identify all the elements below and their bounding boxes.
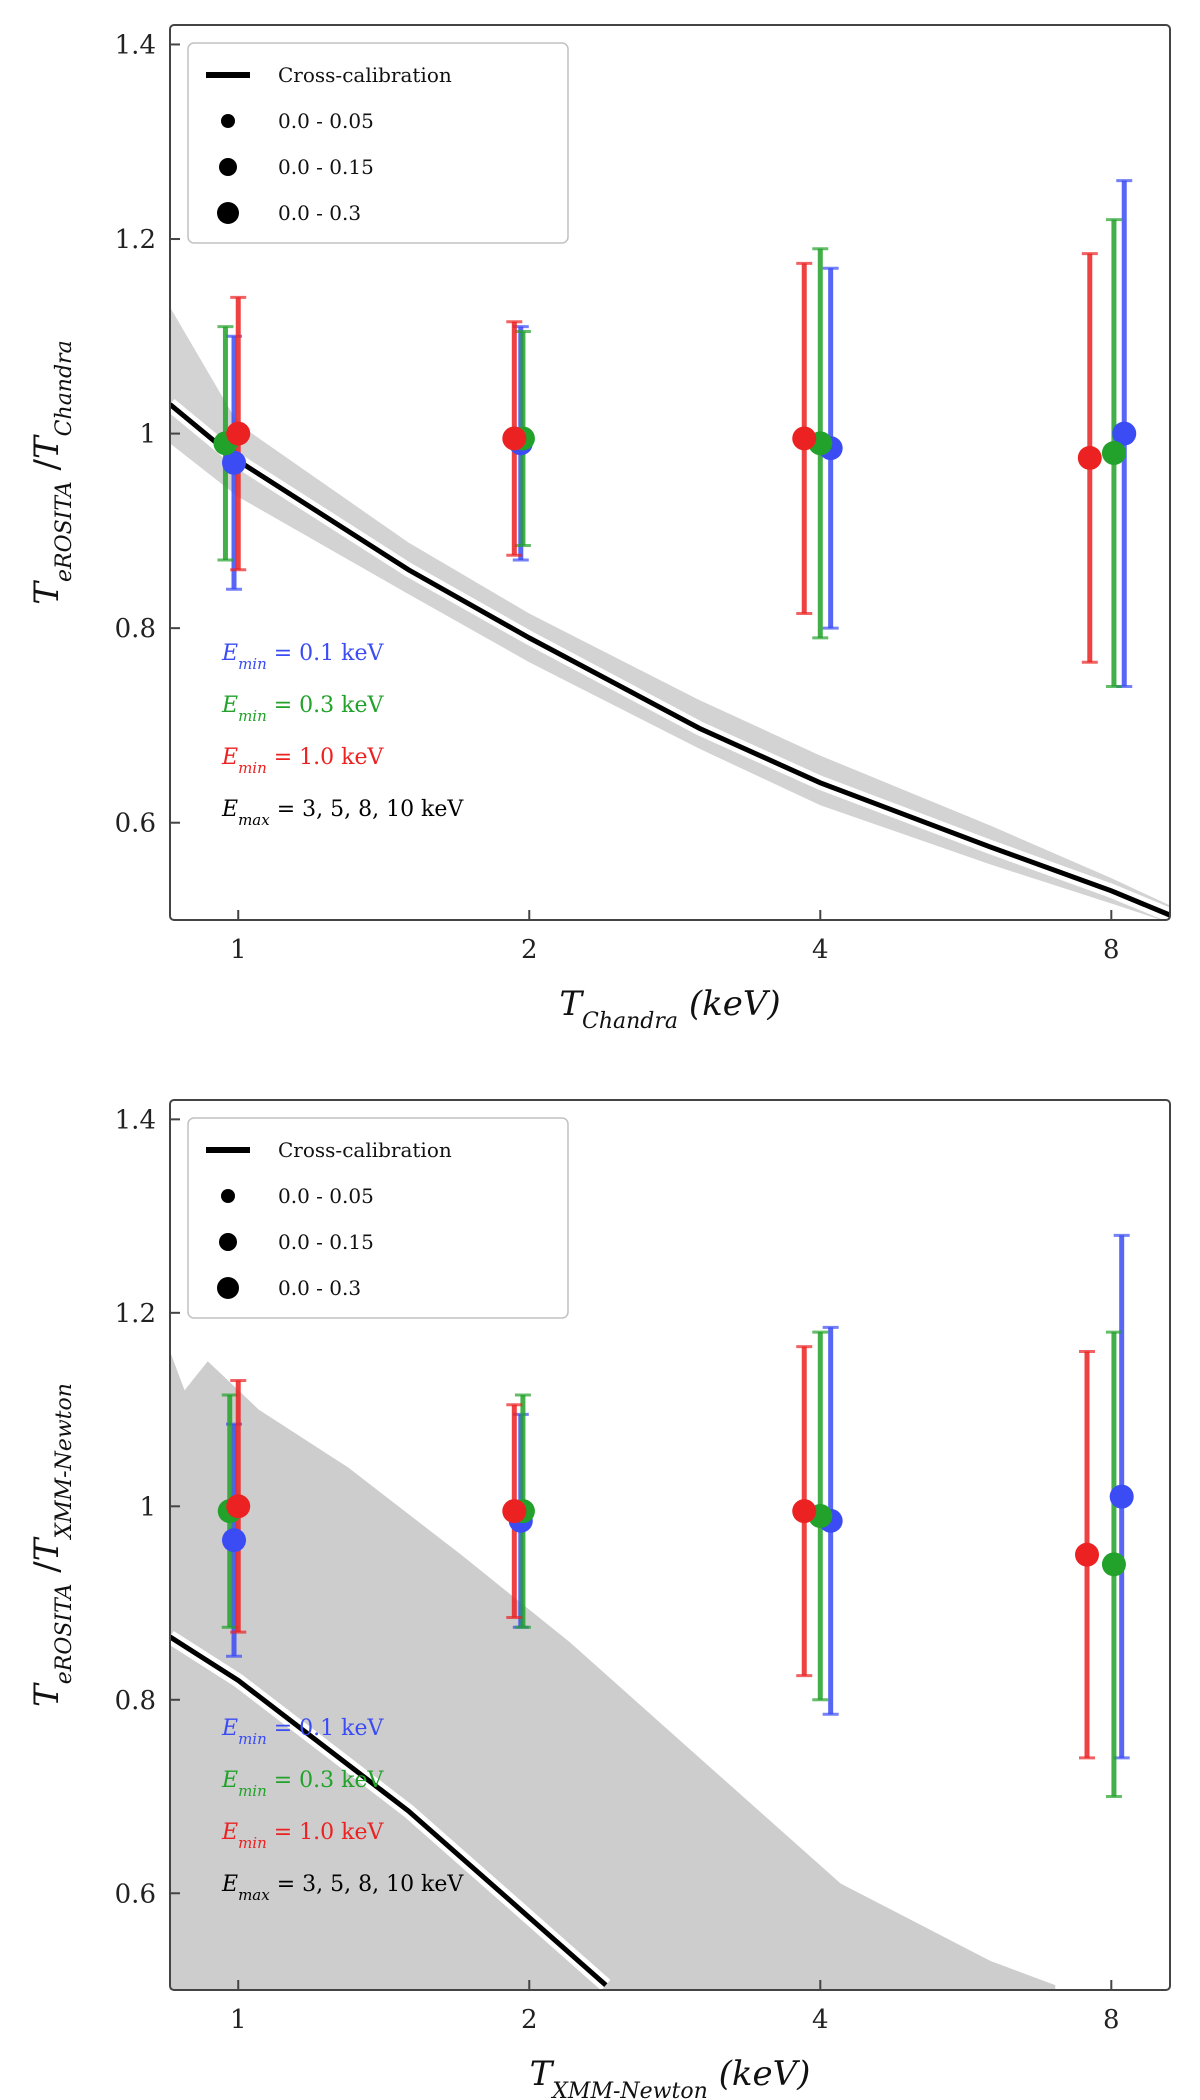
y-tick-label: 1 bbox=[139, 420, 156, 450]
y-tick-label: 1.2 bbox=[115, 225, 156, 255]
data-point-blue-4 bbox=[1109, 1484, 1134, 1509]
y-tick-label: 0.6 bbox=[115, 1879, 156, 1909]
data-point-red-3 bbox=[792, 1499, 817, 1524]
uncertainty-band bbox=[170, 1351, 1056, 1990]
data-point-red-4 bbox=[1075, 1542, 1100, 1567]
legend-entry-label: 0.0 - 0.05 bbox=[278, 109, 374, 133]
x-tick-label: 4 bbox=[812, 935, 829, 965]
legend-dot-swatch bbox=[219, 1233, 237, 1251]
x-tick-label: 8 bbox=[1103, 935, 1120, 965]
legend-entry-label: 0.0 - 0.05 bbox=[278, 1184, 374, 1208]
annotations: Emin = 0.1 keV Emin = 0.3 keV Emin = 1.0 k… bbox=[221, 1716, 464, 1904]
y-axis-label: TeROSITA /TXMM-Newton bbox=[27, 1383, 77, 1707]
data-point-green-4 bbox=[1101, 441, 1126, 466]
x-axis-label: TXMM-Newton (keV) bbox=[530, 2054, 811, 2100]
legend-box bbox=[187, 42, 569, 244]
data-point-red-4 bbox=[1077, 445, 1102, 470]
legend-dot-swatch bbox=[221, 1189, 235, 1203]
x-tick-label: 2 bbox=[521, 935, 538, 965]
axes-frame bbox=[169, 24, 1171, 921]
data-point-red-2 bbox=[502, 426, 527, 451]
legend-dot-swatch bbox=[221, 114, 235, 128]
data-point-green-4 bbox=[1101, 1552, 1126, 1577]
x-tick-label: 2 bbox=[521, 2005, 538, 2035]
y-tick-label: 1.4 bbox=[115, 1105, 156, 1135]
legend-dot-swatch bbox=[217, 202, 239, 224]
x-tick-label: 1 bbox=[230, 935, 247, 965]
legend-dot-swatch bbox=[217, 1277, 239, 1299]
plot-area bbox=[170, 179, 1170, 920]
legend: Cross-calibration 0.0 - 0.05 0.0 - 0.15 0.0… bbox=[187, 42, 569, 244]
annotation-blue: Emin = 0.1 keV bbox=[221, 641, 385, 673]
data-point-red-1 bbox=[226, 1494, 251, 1519]
plot-area bbox=[170, 1233, 1134, 1990]
annotation-black: Emax = 3, 5, 8, 10 keV bbox=[221, 1872, 464, 1904]
cross-calibration-line bbox=[170, 402, 1170, 918]
legend: Cross-calibration 0.0 - 0.05 0.0 - 0.15 0.0… bbox=[187, 1117, 569, 1319]
legend-box bbox=[187, 1117, 569, 1319]
data-point-blue-4 bbox=[1112, 421, 1137, 446]
annotation-red: Emin = 1.0 keV bbox=[221, 1820, 385, 1852]
y-tick-label: 0.6 bbox=[115, 809, 156, 839]
data-point-red-1 bbox=[226, 421, 251, 446]
data-point-red-2 bbox=[502, 1499, 527, 1524]
legend-entry-label: 0.0 - 0.15 bbox=[278, 155, 374, 179]
y-tick-label: 0.8 bbox=[115, 614, 156, 644]
uncertainty-band bbox=[170, 307, 1170, 920]
annotation-green: Emin = 0.3 keV bbox=[221, 1768, 385, 1800]
annotation-green: Emin = 0.3 keV bbox=[221, 693, 385, 725]
annotation-black: Emax = 3, 5, 8, 10 keV bbox=[221, 797, 464, 829]
chart-panel-1: 0.6 0.8 1 1.2 1.4 1 2 4 8 TChandra (keV) TeROSITA … bbox=[27, 24, 1171, 1034]
y-axis-label: TeROSITA /TChandra bbox=[27, 340, 77, 604]
data-point-red-3 bbox=[792, 426, 817, 451]
data-point-blue-1 bbox=[222, 450, 247, 475]
legend-entry-label: Cross-calibration bbox=[278, 63, 452, 87]
legend-entry-label: 0.0 - 0.3 bbox=[278, 201, 361, 225]
annotations: Emin = 0.1 keV Emin = 0.3 keV Emin = 1.0 k… bbox=[221, 641, 464, 829]
x-axis-label: TChandra (keV) bbox=[559, 984, 780, 1034]
legend-entry-label: Cross-calibration bbox=[278, 1138, 452, 1162]
annotation-red: Emin = 1.0 keV bbox=[221, 745, 385, 777]
y-tick-label: 1.2 bbox=[115, 1299, 156, 1329]
y-tick-label: 1 bbox=[139, 1492, 156, 1522]
y-tick-label: 0.8 bbox=[115, 1686, 156, 1716]
axes-frame bbox=[169, 1099, 1171, 1991]
chart-panel-2: 0.6 0.8 1 1.2 1.4 1 2 4 8 TXMM-Newton (keV) TeROSI… bbox=[27, 1099, 1171, 2100]
x-tick-label: 8 bbox=[1103, 2005, 1120, 2035]
data-point-blue-1 bbox=[222, 1528, 247, 1553]
legend-entry-label: 0.0 - 0.15 bbox=[278, 1230, 374, 1254]
x-tick-label: 4 bbox=[812, 2005, 829, 2035]
legend-dot-swatch bbox=[219, 158, 237, 176]
x-tick-label: 1 bbox=[230, 2005, 247, 2035]
y-tick-label: 1.4 bbox=[115, 30, 156, 60]
legend-entry-label: 0.0 - 0.3 bbox=[278, 1276, 361, 1300]
annotation-blue: Emin = 0.1 keV bbox=[221, 1716, 385, 1748]
cross-calibration-line bbox=[170, 1634, 608, 1988]
